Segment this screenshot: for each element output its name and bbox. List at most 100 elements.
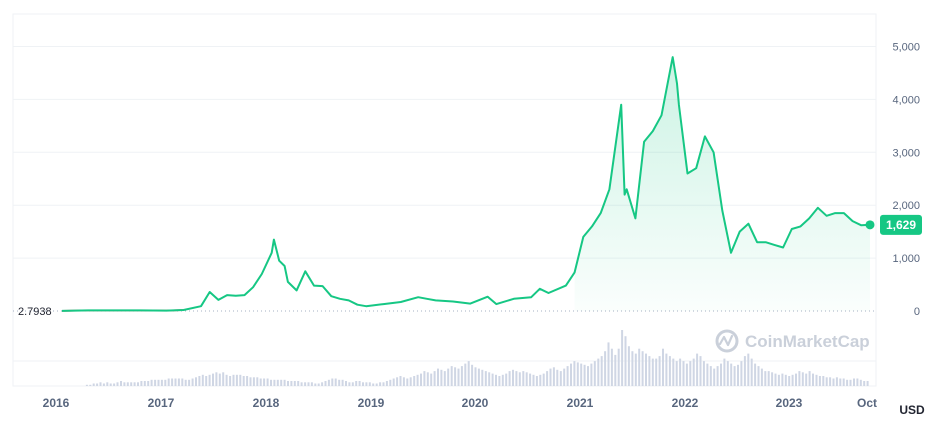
volume-bar (726, 361, 729, 386)
volume-bar (488, 372, 491, 386)
volume-bar (327, 379, 330, 386)
volume-bar (440, 369, 443, 386)
volume-bar (815, 374, 818, 386)
volume-bar (198, 376, 201, 386)
volume-bar (477, 368, 480, 386)
volume-bar (737, 364, 739, 386)
volume-bar (512, 369, 514, 386)
volume-bar (208, 374, 211, 386)
volume-bar (839, 378, 842, 386)
volume-bar (733, 366, 736, 386)
volume-bar (484, 371, 487, 386)
volume-bar (539, 374, 542, 386)
volume-bar (474, 367, 477, 386)
volume-bar (580, 363, 583, 386)
volume-bar (709, 366, 712, 386)
volume-bar (607, 342, 610, 386)
volume-bar (195, 377, 197, 386)
volume-bar (392, 378, 395, 386)
volume-bar (447, 368, 450, 386)
volume-bar (242, 376, 245, 386)
watermark: CoinMarketCap (715, 329, 870, 353)
volume-bar (648, 356, 651, 386)
volume-bar (573, 361, 576, 386)
volume-bar (270, 379, 272, 386)
volume-bar (760, 368, 763, 386)
volume-bar (508, 371, 511, 386)
y-tick-label: 2,000 (892, 200, 920, 212)
volume-bar (249, 377, 252, 386)
volume-bar (495, 374, 497, 386)
volume-bar (120, 381, 122, 386)
volume-bar (597, 358, 600, 386)
volume-bar (685, 363, 688, 386)
volume-bar (631, 351, 634, 386)
volume-bars (85, 330, 869, 386)
volume-bar (774, 373, 777, 386)
x-tick-label: 2021 (567, 396, 594, 410)
volume-bar (355, 381, 358, 386)
volume-bar (218, 373, 221, 386)
volume-bar (788, 376, 791, 386)
volume-bar (658, 356, 661, 386)
volume-bar (358, 381, 361, 386)
volume-bar (750, 358, 753, 386)
volume-bar (396, 377, 399, 386)
volume-bar (310, 382, 313, 386)
x-tick-label: 2018 (253, 396, 280, 410)
volume-bar (420, 373, 422, 386)
volume-bar (259, 378, 262, 386)
volume-bar (552, 367, 555, 386)
volume-bar (102, 383, 105, 386)
volume-bar (498, 376, 501, 386)
volume-bar (798, 371, 801, 386)
volume-bar (426, 372, 429, 386)
volume-bar (505, 373, 508, 386)
volume-bar (784, 374, 787, 386)
volume-bar (757, 366, 760, 386)
volume-bar (576, 362, 579, 386)
x-axis-ticks: 2016 2017 2018 2019 2020 2021 2022 2023 Oct (43, 396, 877, 410)
volume-bar (549, 368, 552, 386)
volume-bar (812, 373, 814, 386)
volume-bar (368, 382, 371, 386)
volume-bar (754, 363, 757, 386)
volume-bar (314, 383, 317, 386)
volume-bar (201, 374, 204, 386)
volume-bar (529, 373, 532, 386)
volume-bar (740, 361, 743, 386)
volume-bar (290, 381, 293, 386)
volume-bar (655, 358, 658, 386)
x-tick-label: 2022 (672, 396, 699, 410)
volume-bar (137, 382, 139, 386)
volume-bar (460, 366, 463, 386)
volume-bar (222, 372, 225, 386)
volume-bar (593, 361, 596, 386)
x-tick-label: Oct (857, 396, 877, 410)
volume-bar (171, 378, 174, 386)
volume-bar (777, 374, 780, 386)
volume-bar (767, 371, 770, 386)
volume-bar (457, 368, 460, 386)
volume-bar (433, 371, 436, 386)
volume-bar (160, 379, 163, 386)
volume-bar (167, 378, 170, 386)
volume-bar (297, 381, 300, 386)
volume-bar (825, 377, 828, 386)
volume-bar (522, 371, 525, 386)
volume-bar (181, 378, 184, 386)
volume-bar (338, 379, 341, 386)
watermark-text: CoinMarketCap (745, 332, 870, 351)
volume-bar (563, 368, 566, 386)
volume-bar (406, 378, 409, 386)
volume-bar (143, 381, 146, 386)
volume-bar (720, 363, 722, 386)
volume-bar (672, 358, 675, 386)
volume-bar (113, 383, 116, 386)
volume-bar (423, 371, 426, 386)
volume-bar (191, 378, 194, 386)
volume-bar (379, 382, 382, 386)
volume-bar (730, 363, 733, 386)
volume-bar (471, 364, 474, 386)
